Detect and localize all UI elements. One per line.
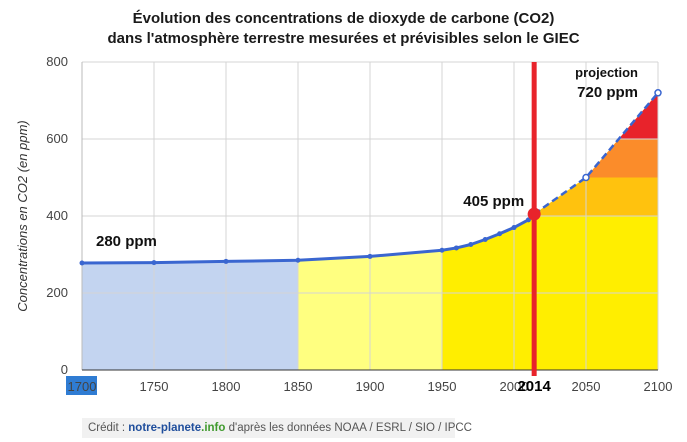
measured-point-1970	[468, 241, 474, 247]
y-tick-label-200: 200	[46, 285, 68, 300]
x-tick-label-2100: 2100	[644, 379, 673, 394]
annotation-projection: projection	[575, 65, 638, 80]
projection-point-2050	[582, 173, 590, 182]
annotation-720-ppm: 720 ppm	[577, 84, 638, 101]
credit-line: Crédit : notre-planete.info d'après les …	[82, 418, 472, 438]
projection-point-2100	[654, 89, 662, 97]
chart-title-line-1: Évolution des concentrations de dioxyde …	[132, 10, 555, 27]
shaded-region-1	[82, 260, 298, 370]
measured-point-1750	[151, 260, 157, 266]
current-value-dot	[527, 207, 541, 221]
projection-band-1	[534, 177, 658, 216]
y-tick-label-0: 0	[61, 362, 68, 377]
x-tick-label-1700: 1700	[68, 379, 97, 394]
y-tick-label-600: 600	[46, 131, 68, 146]
y-tick-label-800: 800	[46, 54, 68, 69]
x-tick-label-2000: 2000	[500, 379, 529, 394]
x-tick-label-1950: 1950	[428, 379, 457, 394]
chart-title-line-2: dans l'atmosphère terrestre mesurées et …	[107, 30, 580, 47]
x-tick-label-1900: 1900	[356, 379, 385, 394]
credit-site-link[interactable]: notre-planete	[128, 422, 202, 434]
credit-site-suffix[interactable]: .info	[201, 422, 226, 434]
credit-prefix: Crédit :	[88, 422, 126, 434]
measured-point-1950	[439, 247, 445, 253]
annotation-405-ppm: 405 ppm	[463, 193, 524, 210]
x-tick-highlight	[66, 376, 97, 395]
measured-point-1980	[482, 236, 488, 242]
measured-point-1990	[497, 231, 503, 237]
y-axis-label: Concentrations en CO2 (en ppm)	[15, 120, 30, 311]
measured-point-1800	[223, 258, 229, 264]
measured-point-1900	[367, 253, 373, 259]
credit-sources: d'après les données NOAA / ESRL / SIO / …	[228, 422, 472, 434]
x-tick-label-2014: 2014	[517, 378, 551, 395]
x-tick-label-1750: 1750	[140, 379, 169, 394]
x-tick-label-1850: 1850	[284, 379, 313, 394]
measured-point-2000	[511, 225, 517, 231]
measured-point-1850	[295, 257, 301, 263]
annotation-280-ppm: 280 ppm	[96, 233, 157, 250]
projection-series-line	[533, 91, 659, 216]
x-tick-label-1800: 1800	[212, 379, 241, 394]
measured-point-1700	[79, 260, 85, 266]
x-tick-label-2050: 2050	[572, 379, 601, 394]
projection-band-2	[534, 139, 658, 178]
y-tick-label-400: 400	[46, 208, 68, 223]
measured-point-1960	[453, 245, 459, 251]
